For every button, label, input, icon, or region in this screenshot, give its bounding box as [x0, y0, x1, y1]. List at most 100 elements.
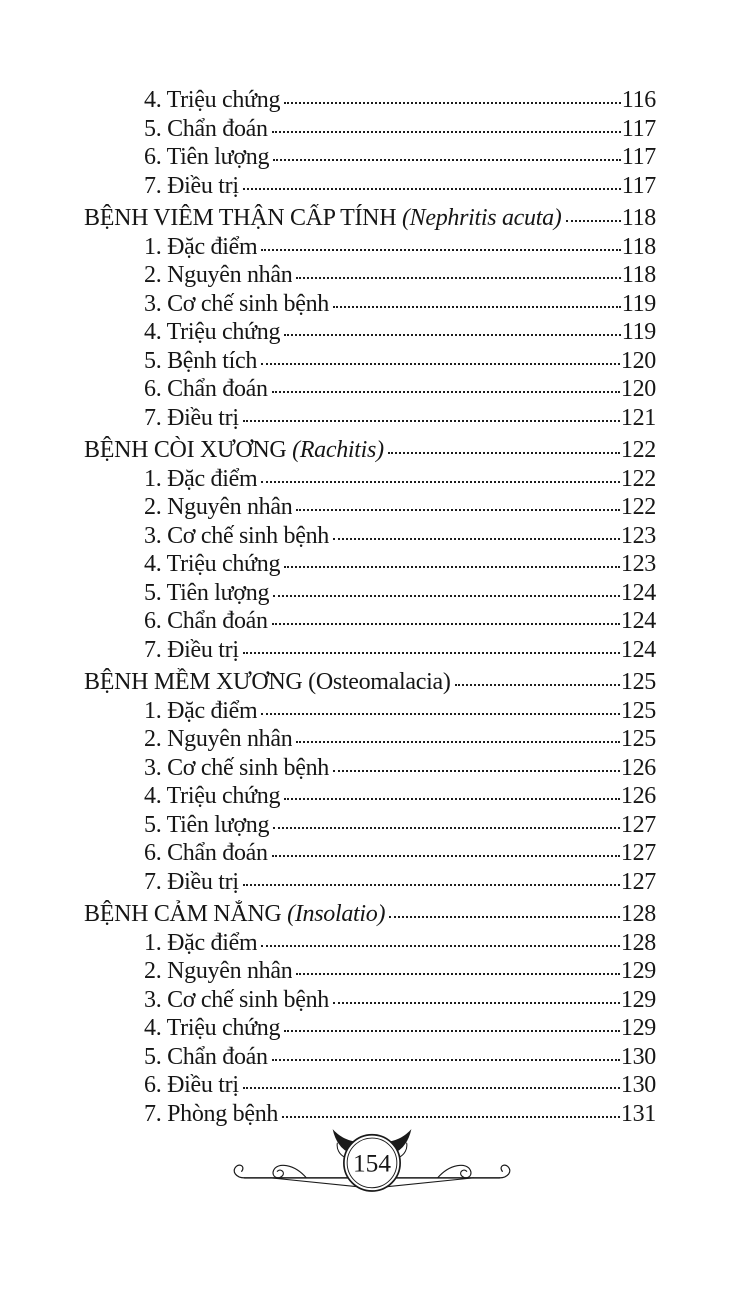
toc-entry-label: 5. Tiên lượng: [144, 579, 269, 608]
toc-entry-label: 4. Triệu chứng: [144, 318, 280, 347]
toc-entry: 7. Điều trị 117: [84, 172, 656, 201]
dotted-leader: [332, 305, 621, 308]
toc-entry-label: 7. Điều trị: [144, 868, 239, 897]
dotted-leader: [242, 419, 620, 422]
toc-entry-page-number: 117: [621, 115, 657, 142]
toc-entry-page-number: 125: [620, 726, 656, 752]
toc-entry: 2. Nguyên nhân 129: [84, 957, 656, 986]
toc-entry-page-number: 127: [620, 811, 656, 838]
toc-entry: 7. Phòng bệnh 131: [84, 1100, 656, 1129]
toc-entry-latin-name: (Nephritis acuta): [401, 205, 562, 231]
dotted-leader: [273, 594, 620, 597]
toc-entry-label: 2. Nguyên nhân: [144, 957, 292, 986]
toc-entry-label: 6. Chẩn đoán: [144, 607, 268, 636]
toc-entry-title: 7. Điều trị: [144, 636, 239, 663]
dotted-leader: [284, 566, 620, 568]
dotted-leader: [271, 391, 620, 393]
toc-entry: 5. Bệnh tích 120: [84, 347, 656, 376]
dotted-leader: [387, 452, 620, 454]
toc-entry-page-number: 125: [620, 697, 656, 724]
toc-entry: 5. Tiên lượng 124: [84, 579, 656, 608]
dotted-leader: [261, 362, 620, 365]
toc-entry-label: BỆNH CÒI XƯƠNG (Rachitis): [84, 436, 384, 465]
toc-entry-title: 7. Điều trị: [144, 868, 239, 895]
dotted-leader: [242, 187, 621, 190]
toc-entry-title: 5. Tiên lượng: [144, 811, 270, 838]
dotted-leader: [261, 712, 620, 715]
dotted-leader: [296, 509, 620, 511]
toc-entry-latin-name: (Insolatio): [287, 901, 386, 927]
dotted-leader: [273, 159, 621, 161]
toc-entry: 3. Cơ chế sinh bệnh 123: [84, 522, 656, 551]
toc-entry-title: 6. Chẩn đoán: [144, 840, 268, 866]
toc-entry-label: 6. Điều trị: [144, 1071, 239, 1100]
dotted-leader: [271, 855, 620, 857]
toc-entry-title: 1. Đặc điểm: [144, 929, 258, 956]
toc-entry-page-number: 127: [620, 840, 656, 866]
toc-entry-page-number: 129: [620, 1015, 656, 1041]
dotted-leader: [284, 102, 621, 104]
dotted-leader: [242, 651, 620, 654]
toc-entry-title: 2. Nguyên nhân: [144, 726, 293, 752]
toc-entry-page-number: 117: [621, 172, 657, 199]
toc-entry-title: 2. Nguyên nhân: [144, 494, 293, 520]
toc-entry-label: 2. Nguyên nhân: [144, 493, 292, 522]
toc-entry-label: 1. Đặc điểm: [144, 233, 257, 262]
toc-entry-title: 1. Đặc điểm: [144, 233, 258, 260]
toc-entry-page-number: 123: [620, 522, 656, 549]
toc-entry: 6. Chẩn đoán 120: [84, 375, 656, 404]
toc-entry: 7. Điều trị 121: [84, 404, 656, 433]
toc-entry: 5. Tiên lượng 127: [84, 811, 656, 840]
toc-entry-latin-name: (Rachitis): [292, 437, 384, 463]
toc-entry: 3. Cơ chế sinh bệnh 126: [84, 754, 656, 783]
toc-entry-page-number: 118: [621, 262, 657, 288]
toc-entry: BỆNH CÒI XƯƠNG (Rachitis) 122: [84, 436, 656, 465]
dotted-leader: [271, 1058, 620, 1061]
toc-entry: BỆNH VIÊM THẬN CẤP TÍNH (Nephritis acuta…: [84, 204, 656, 233]
toc-entry-label: 7. Điều trị: [144, 404, 239, 433]
dotted-leader: [332, 1001, 620, 1004]
toc-entry-title: 4. Triệu chứng: [144, 319, 281, 345]
toc-entry-label: 4. Triệu chứng: [144, 86, 280, 115]
dotted-leader: [242, 1087, 620, 1089]
toc-entry-page-number: 119: [621, 319, 657, 345]
toc-entry: 4. Triệu chứng 119: [84, 318, 656, 347]
toc-entry: 4. Triệu chứng 129: [84, 1014, 656, 1043]
toc-entry-label: BỆNH CẢM NẮNG (Insolatio): [84, 900, 385, 929]
toc-entry: 5. Chẩn đoán 130: [84, 1043, 656, 1072]
toc-entry-title: 6. Điều trị: [144, 1072, 239, 1098]
toc-entry: 6. Chẩn đoán 124: [84, 607, 656, 636]
toc-entry-title: BỆNH MỀM XƯƠNG: [84, 669, 309, 695]
toc-entry: 6. Điều trị 130: [84, 1071, 656, 1100]
toc-entry-label: 1. Đặc điểm: [144, 697, 257, 726]
toc-entry-label: 6. Chẩn đoán: [144, 839, 268, 868]
toc-entry-page-number: 125: [620, 669, 656, 695]
toc-entry: 1. Đặc điểm 118: [84, 233, 656, 262]
toc-entry-label: 4. Triệu chứng: [144, 782, 280, 811]
toc-entry: 6. Tiên lượng 117: [84, 143, 656, 172]
toc-entry-title: 3. Cơ chế sinh bệnh: [144, 754, 329, 781]
toc-entry-label: 6. Chẩn đoán: [144, 375, 268, 404]
toc-entry-title: 6. Chẩn đoán: [144, 376, 268, 402]
toc-entry-page-number: 122: [620, 494, 656, 520]
toc-entry-label: 5. Chẩn đoán: [144, 115, 268, 144]
toc-entry-label: 5. Bệnh tích: [144, 347, 257, 376]
toc-entry-title: 1. Đặc điểm: [144, 697, 258, 724]
toc-entry-title: 7. Điều trị: [144, 172, 239, 199]
dotted-leader: [242, 883, 620, 886]
toc-entry-title: 4. Triệu chứng: [144, 551, 281, 577]
toc-entry-page-number: 128: [620, 901, 656, 927]
toc-entry-page-number: 126: [620, 754, 656, 781]
toc-entry-page-number: 129: [620, 958, 656, 984]
toc-entry-title: 3. Cơ chế sinh bệnh: [144, 986, 329, 1013]
toc-entry-page-number: 126: [620, 783, 656, 809]
toc-entry: 6. Chẩn đoán 127: [84, 839, 656, 868]
toc-entry: 1. Đặc điểm 125: [84, 697, 656, 726]
toc-entry: 7. Điều trị 127: [84, 868, 656, 897]
toc-entry-title: BỆNH VIÊM THẬN CẤP TÍNH: [84, 205, 402, 231]
dotted-leader: [454, 684, 620, 686]
toc-entry: 7. Điều trị 124: [84, 636, 656, 665]
toc-entry-title: 3. Cơ chế sinh bệnh: [144, 522, 329, 549]
toc-entry-label: 7. Phòng bệnh: [144, 1100, 278, 1129]
toc-entry-page-number: 117: [621, 144, 657, 170]
